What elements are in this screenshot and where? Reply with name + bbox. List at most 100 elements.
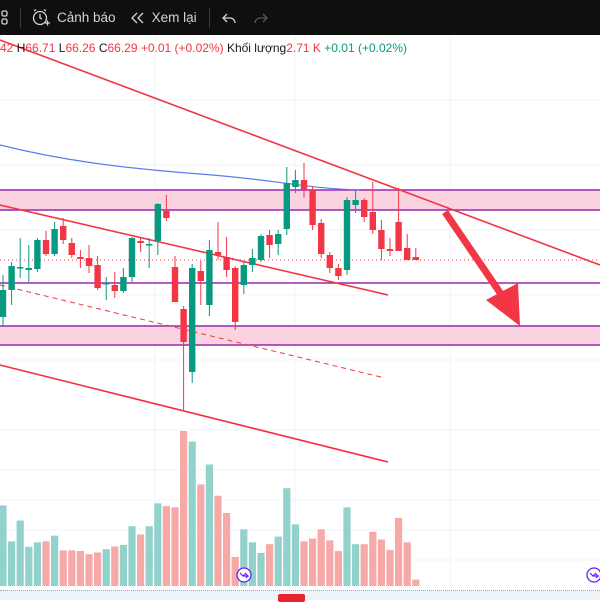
time-axis-marker xyxy=(278,594,305,602)
candle-body xyxy=(240,265,247,285)
alert-label: Cảnh báo xyxy=(57,10,116,25)
candle-body xyxy=(275,234,282,244)
support-zone xyxy=(0,326,600,345)
candle-body xyxy=(17,267,24,269)
resistance-zone xyxy=(0,190,600,210)
candle-body xyxy=(154,204,161,241)
replay-rewind-icon xyxy=(130,12,144,23)
redo-button[interactable] xyxy=(253,0,268,35)
volume-bar xyxy=(102,549,110,586)
candle-body xyxy=(232,268,239,322)
open-value: 42 xyxy=(0,41,14,55)
candle-body xyxy=(171,267,179,302)
candle-body xyxy=(111,285,118,291)
event-marker-glyph xyxy=(589,572,600,579)
replay-button[interactable]: Xem lại xyxy=(130,0,197,35)
volume-bar xyxy=(369,531,377,586)
volume-bar xyxy=(291,524,299,586)
volume-bar xyxy=(317,529,325,586)
volume-bar xyxy=(94,552,102,586)
volume-bar xyxy=(403,542,411,586)
candle-body xyxy=(300,180,308,190)
candle-body xyxy=(395,222,402,251)
volume-bar xyxy=(343,507,351,586)
alarm-clock-plus-icon xyxy=(32,8,50,25)
volume-bar xyxy=(119,544,127,586)
candle-body xyxy=(326,255,333,268)
candle-body xyxy=(51,229,58,254)
undo-button[interactable] xyxy=(221,0,236,35)
candle-body xyxy=(292,180,299,187)
candle-body xyxy=(85,258,93,266)
candle-body xyxy=(318,223,325,254)
volume-bar xyxy=(352,544,360,586)
undo-icon xyxy=(221,13,236,23)
layout-button[interactable] xyxy=(0,0,20,35)
volume-bar xyxy=(16,520,24,586)
candle-body xyxy=(361,200,368,217)
volume-bar xyxy=(248,542,256,586)
volume-bar xyxy=(231,556,239,586)
volume-bar xyxy=(111,546,119,586)
candle-body xyxy=(128,238,136,277)
volume-bar xyxy=(180,431,188,586)
candle-body xyxy=(378,230,385,249)
volume-bar xyxy=(360,544,368,586)
volume-bar xyxy=(76,551,84,586)
volume-bar xyxy=(326,540,334,586)
candle-body xyxy=(214,252,222,255)
volume-bar xyxy=(334,551,342,586)
candle-body xyxy=(335,268,342,276)
channel-upper-line xyxy=(0,204,389,296)
candle-body xyxy=(180,309,187,342)
candle-body xyxy=(163,211,170,218)
volume-bar xyxy=(59,550,67,586)
moving-average-line xyxy=(0,144,361,191)
candle-body xyxy=(146,244,153,246)
high-label: H xyxy=(16,41,26,55)
volume-bar xyxy=(412,579,420,586)
candle-body xyxy=(103,283,110,285)
candle-body xyxy=(352,200,359,205)
candle-body xyxy=(68,243,75,255)
volume-value: 2.71 K xyxy=(286,41,321,55)
toolbar-divider xyxy=(20,7,21,28)
volume-bar xyxy=(145,526,153,586)
trend-line xyxy=(0,39,600,266)
volume-bar xyxy=(137,534,145,586)
volume-bar xyxy=(51,535,59,586)
candle-body xyxy=(309,190,316,225)
candle-body xyxy=(386,249,394,251)
candle-body xyxy=(34,240,41,269)
top-toolbar: Cảnh báo Xem lại xyxy=(0,0,600,35)
candle-body xyxy=(197,271,204,281)
candle-body xyxy=(404,248,411,260)
volume-bar xyxy=(33,542,41,586)
volume-bar xyxy=(266,544,274,586)
volume-bar xyxy=(85,554,93,586)
volume-bar xyxy=(223,512,231,586)
candle-body xyxy=(0,290,7,317)
candle-body xyxy=(266,235,273,245)
volume-bar xyxy=(8,541,16,586)
candle-body xyxy=(257,236,265,260)
forecast-arrow xyxy=(442,210,508,302)
candle-body xyxy=(60,226,67,240)
volume-bar xyxy=(240,529,248,586)
volume-bar xyxy=(395,517,403,586)
toolbar-divider xyxy=(208,7,210,28)
volume-label: Khối lượng xyxy=(226,41,287,55)
volume-bar xyxy=(214,495,222,586)
replay-label: Xem lại xyxy=(151,10,197,25)
volume-bar xyxy=(377,539,385,586)
volume-bar xyxy=(162,506,170,586)
volume-bar xyxy=(154,503,162,586)
alert-button[interactable]: Cảnh báo xyxy=(31,0,116,35)
volume-bar xyxy=(274,536,282,586)
ohlc-legend: 42 H66.71 L66.26 C66.29 +0.01 (+0.02%) K… xyxy=(0,41,407,55)
price-chart[interactable] xyxy=(0,35,600,590)
candle-body xyxy=(283,183,290,229)
candle-body xyxy=(94,265,101,288)
forecast-arrow-head xyxy=(486,283,520,326)
volume-bar xyxy=(188,441,196,586)
